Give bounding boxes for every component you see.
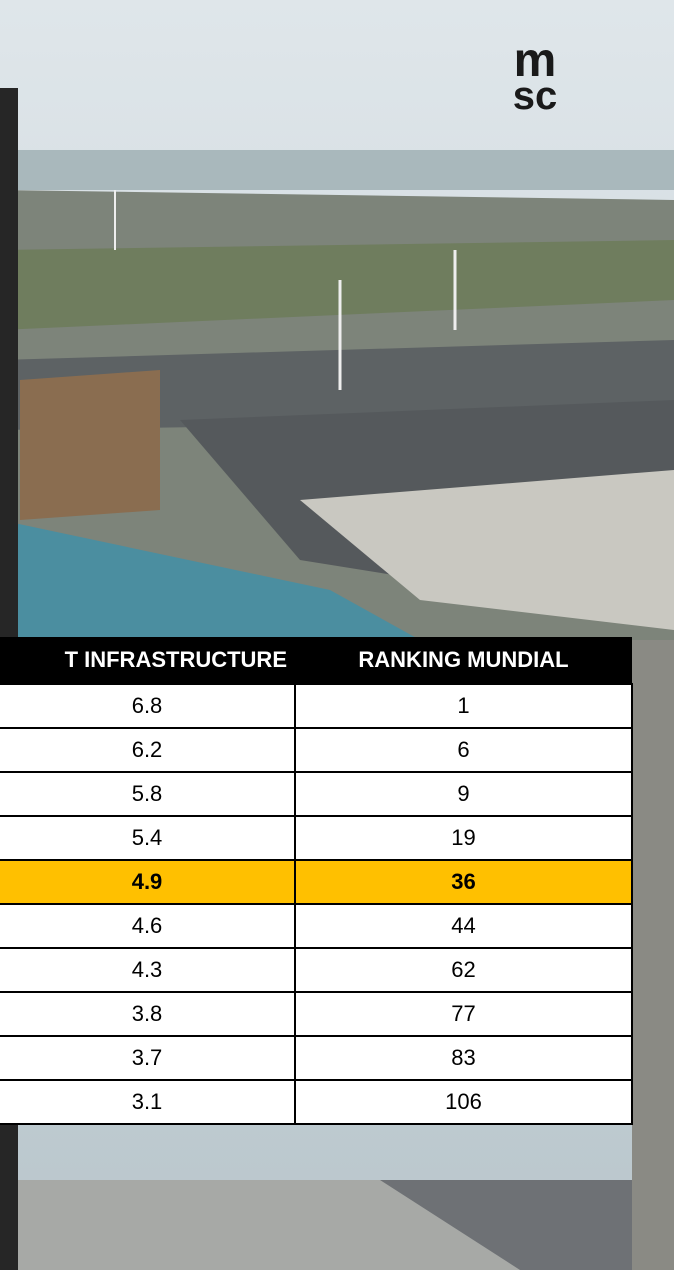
table-cell: 1	[295, 684, 632, 728]
table-cell: 83	[295, 1036, 632, 1080]
table-cell: 6.8	[0, 684, 295, 728]
logo-bottom: sc	[500, 80, 570, 112]
header-cell: T INFRASTRUCTURE	[0, 637, 295, 684]
table-cell: 6.2	[0, 728, 295, 772]
table-cell: 36	[295, 860, 632, 904]
table-cell: 4.6	[0, 904, 295, 948]
table-cell: 9	[295, 772, 632, 816]
table-cell: 5.8	[0, 772, 295, 816]
table-cell: 44	[295, 904, 632, 948]
table-cell: 4.9	[0, 860, 295, 904]
table-cell: 3.8	[0, 992, 295, 1036]
table-cell: 62	[295, 948, 632, 992]
table-cell: 19	[295, 816, 632, 860]
table-cell: 3.1	[0, 1080, 295, 1124]
table-cell: 77	[295, 992, 632, 1036]
table-cell: 6	[295, 728, 632, 772]
table-cell: 4.3	[0, 948, 295, 992]
header-cell: RANKING MUNDIAL	[295, 637, 632, 684]
table-cell: 3.7	[0, 1036, 295, 1080]
table-cell: 106	[295, 1080, 632, 1124]
table-cell: 5.4	[0, 816, 295, 860]
page: m sc T INFRASTRUCTURERANKING MUNDIAL6.81…	[0, 0, 674, 1270]
logo: m sc	[500, 42, 570, 112]
